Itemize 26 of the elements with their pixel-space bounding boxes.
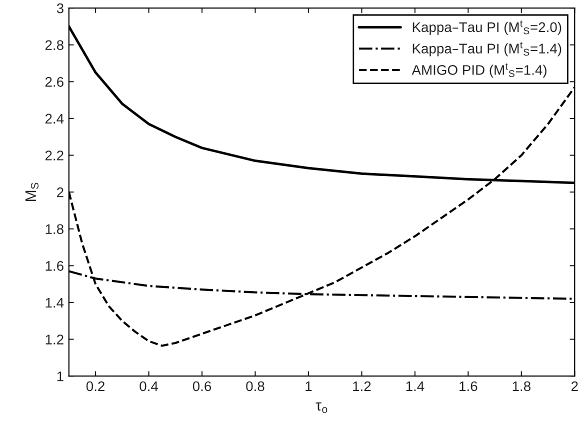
y-tick-label: 1.6 [46, 261, 64, 271]
x-tick-label: 1 [306, 381, 312, 392]
y-tick-label: 2.4 [45, 114, 64, 124]
x-tick-label: 1.4 [406, 381, 424, 392]
legend-label: AMIGO PID (M$^{t}$$_{S}$=1.4) [412, 63, 546, 78]
x-tick-label: 0.2 [86, 381, 104, 392]
y-tick-label: 2.2 [45, 150, 64, 160]
x-axis-title: τ$_{o}$ [316, 402, 328, 414]
x-tick-label: 1.2 [353, 381, 371, 392]
x-tick-label: 2 [571, 381, 578, 392]
y-tick-label: 2.6 [45, 76, 64, 87]
y-tick-label: 1.4 [46, 298, 64, 308]
x-tick-label: 1.8 [512, 381, 530, 392]
legend-label: Kappa–Tau PI (M$^{t}$$_{S}$=2.0) [412, 20, 562, 35]
y-tick-label: 1.8 [46, 224, 64, 234]
x-tick-label: 0.6 [192, 381, 212, 392]
y-tick-label: 2 [57, 187, 64, 198]
y-tick-label: 2.8 [45, 40, 64, 50]
y-tick-label: 1 [57, 372, 64, 382]
x-tick-label: 0.4 [140, 381, 158, 392]
y-axis-title: M$_{S}$ [25, 182, 39, 202]
x-tick-label: 0.8 [246, 381, 264, 392]
y-tick-label: 3 [56, 3, 64, 14]
x-tick-label: 1.6 [460, 381, 478, 392]
y-tick-label: 1.2 [46, 334, 64, 344]
legend-label: Kappa–Tau PI (M$^{t}$$_{S}$=1.4) [412, 42, 562, 56]
